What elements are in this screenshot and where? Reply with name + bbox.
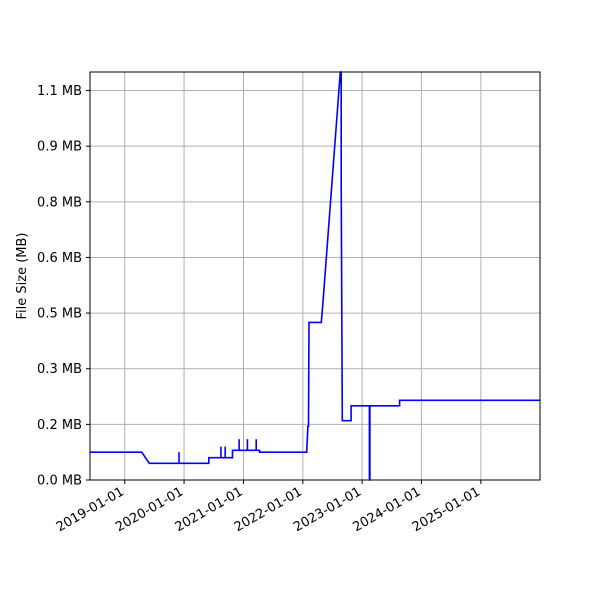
grid-layer: [90, 72, 540, 481]
y-tick-label: 0.8 MB: [37, 195, 82, 210]
plot-frame: [89, 71, 541, 481]
y-tick-label: 0.6 MB: [37, 251, 82, 266]
data-layer: [90, 71, 540, 481]
y-tick-label: 0.2 MB: [37, 418, 82, 433]
y-tick-label: 0.3 MB: [37, 362, 82, 377]
y-tick-label: 0.0 MB: [37, 474, 82, 489]
series-line: [90, 71, 540, 481]
tick-layer: 2019-01-012020-01-012021-01-012022-01-01…: [37, 84, 483, 535]
x-tick-label: 2025-01-01: [410, 484, 483, 535]
y-tick-label: 0.5 MB: [37, 307, 82, 322]
y-axis-label: File Size (MB): [15, 233, 30, 320]
y-tick-label: 1.1 MB: [37, 84, 82, 99]
y-tick-label: 0.9 MB: [37, 140, 82, 155]
